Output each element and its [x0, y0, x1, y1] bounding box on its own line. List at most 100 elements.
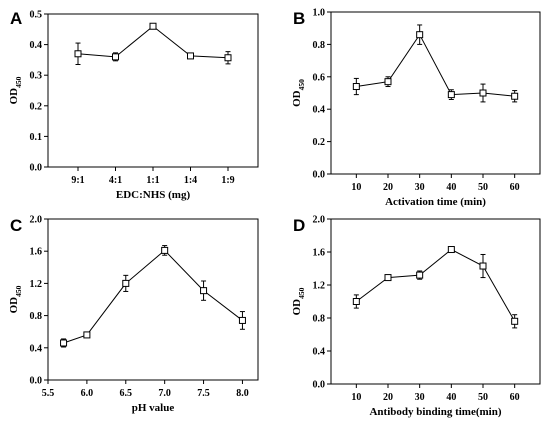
x-tick-label: 6.0: [81, 388, 94, 399]
y-tick-label: 0.5: [30, 10, 43, 21]
series-line: [63, 249, 243, 344]
x-tick-label: 40: [446, 392, 456, 403]
x-axis-title: Antibody binding time(min): [369, 406, 501, 418]
data-point-marker: [200, 287, 208, 295]
y-tick-label: 0.4: [30, 40, 43, 51]
x-tick-label: 60: [510, 182, 520, 193]
x-tick-label: 40: [446, 182, 456, 193]
plot-frame: [47, 13, 259, 168]
y-tick-label: 1.0: [313, 8, 326, 19]
y-tick-label: 2.0: [313, 215, 326, 226]
data-point-marker: [149, 22, 157, 30]
data-point-marker: [384, 78, 392, 86]
x-tick-label: 7.0: [158, 388, 171, 399]
y-tick-label: 0.2: [313, 137, 326, 148]
y-tick-label: 0.3: [30, 71, 43, 82]
x-axis-title: pH value: [132, 402, 175, 414]
data-point-marker: [511, 92, 519, 100]
data-point-marker: [187, 52, 194, 60]
data-point-marker: [60, 339, 68, 347]
x-tick-label: 50: [478, 182, 488, 193]
y-tick-label: 0.4: [30, 343, 43, 354]
x-tick-label: 20: [383, 392, 393, 403]
x-tick-label: 7.5: [197, 388, 210, 399]
panel-label: A: [10, 9, 22, 28]
y-axis-title-main: OD: [8, 297, 20, 314]
data-point-marker: [384, 274, 392, 282]
y-tick-label: 1.6: [313, 248, 326, 259]
panel-label: C: [10, 216, 22, 235]
x-tick-label: 6.5: [120, 388, 133, 399]
data-point-marker: [161, 246, 169, 254]
data-point-marker: [112, 53, 119, 61]
chart-panel-d: D 0.0 0.4 0.8 1.2 1.6 2.0 10 20 30 40 50 60 Antibody …: [291, 215, 541, 418]
plot-frame: [330, 11, 541, 175]
y-axis-title-sub: 450: [14, 76, 23, 88]
x-axis-title: EDC:NHS (mg): [116, 189, 191, 201]
panel-label: B: [293, 9, 305, 28]
data-point-marker: [352, 83, 360, 91]
data-point-marker: [511, 317, 519, 325]
x-axis-title: Activation time (min): [385, 196, 486, 208]
panel-label: D: [293, 216, 305, 235]
x-tick-label: 60: [510, 392, 520, 403]
data-point-marker: [416, 31, 424, 39]
x-tick-label: 10: [351, 182, 361, 193]
y-tick-label: 0.4: [313, 105, 326, 116]
series-line: [356, 248, 516, 322]
chart-panel-a: A 0.0 0.1 0.2 0.3 0.4 0.5 9:1 4:1 1:1 1:4 1:9 EDC:NH…: [8, 9, 259, 201]
data-point-marker: [479, 89, 487, 97]
y-axis-title-main: OD: [291, 299, 303, 316]
y-tick-label: 0.8: [313, 314, 326, 325]
x-tick-label: 8.0: [236, 388, 249, 399]
y-tick-label: 1.2: [313, 281, 326, 292]
data-point-marker: [74, 50, 82, 58]
data-point-marker: [447, 246, 455, 254]
data-point-marker: [238, 316, 246, 324]
y-axis-title: OD450: [291, 287, 306, 315]
series-line: [77, 25, 229, 59]
data-point-marker: [224, 54, 232, 62]
x-tick-label: 4:1: [109, 175, 122, 186]
y-tick-label: 0.0: [30, 163, 43, 174]
x-tick-label: 1:1: [146, 175, 159, 186]
y-tick-label: 0.8: [313, 40, 326, 51]
data-point-marker: [416, 271, 424, 279]
y-axis-title-sub: 450: [297, 79, 306, 91]
y-axis-title-sub: 450: [14, 285, 23, 297]
x-tick-label: 1:4: [184, 175, 197, 186]
y-tick-label: 0.0: [313, 380, 326, 391]
data-point-marker: [122, 279, 130, 287]
series-line: [356, 33, 515, 97]
x-tick-label: 30: [415, 392, 425, 403]
y-tick-label: 1.2: [30, 279, 43, 290]
y-axis-title-main: OD: [291, 90, 303, 107]
y-tick-label: 0.1: [30, 132, 43, 143]
x-tick-label: 50: [478, 392, 488, 403]
x-tick-label: 5.5: [42, 388, 55, 399]
y-axis-title-sub: 450: [297, 287, 306, 299]
chart-panel-c: C 0.0 0.4 0.8 1.2 1.6 2.0 5.5 6.0 6.5 7.0 7.5 8.0 pH …: [8, 215, 259, 414]
y-tick-label: 0.4: [313, 347, 326, 358]
data-point-marker: [447, 91, 455, 99]
data-point-marker: [352, 298, 360, 305]
y-tick-label: 0.0: [30, 376, 43, 387]
y-tick-label: 0.2: [30, 101, 43, 112]
chart-panel-b: B 0.0 0.2 0.4 0.6 0.8 1.0 10 20 30 40 50 60 Activatio…: [291, 8, 541, 208]
x-tick-label: 9:1: [71, 175, 84, 186]
y-tick-label: 0.8: [30, 311, 43, 322]
y-tick-label: 0.0: [313, 170, 326, 181]
x-tick-label: 30: [415, 182, 425, 193]
x-tick-label: 10: [351, 392, 361, 403]
data-point-marker: [83, 331, 91, 339]
y-axis-title: OD450: [291, 79, 306, 107]
y-tick-label: 1.6: [30, 247, 43, 258]
plot-frame: [47, 218, 259, 381]
x-tick-label: 1:9: [221, 175, 234, 186]
y-tick-label: 0.6: [313, 72, 326, 83]
plot-frame: [330, 218, 541, 385]
data-point-marker: [479, 262, 487, 270]
y-axis-title-main: OD: [8, 88, 20, 105]
y-axis-title: OD450: [8, 285, 23, 313]
